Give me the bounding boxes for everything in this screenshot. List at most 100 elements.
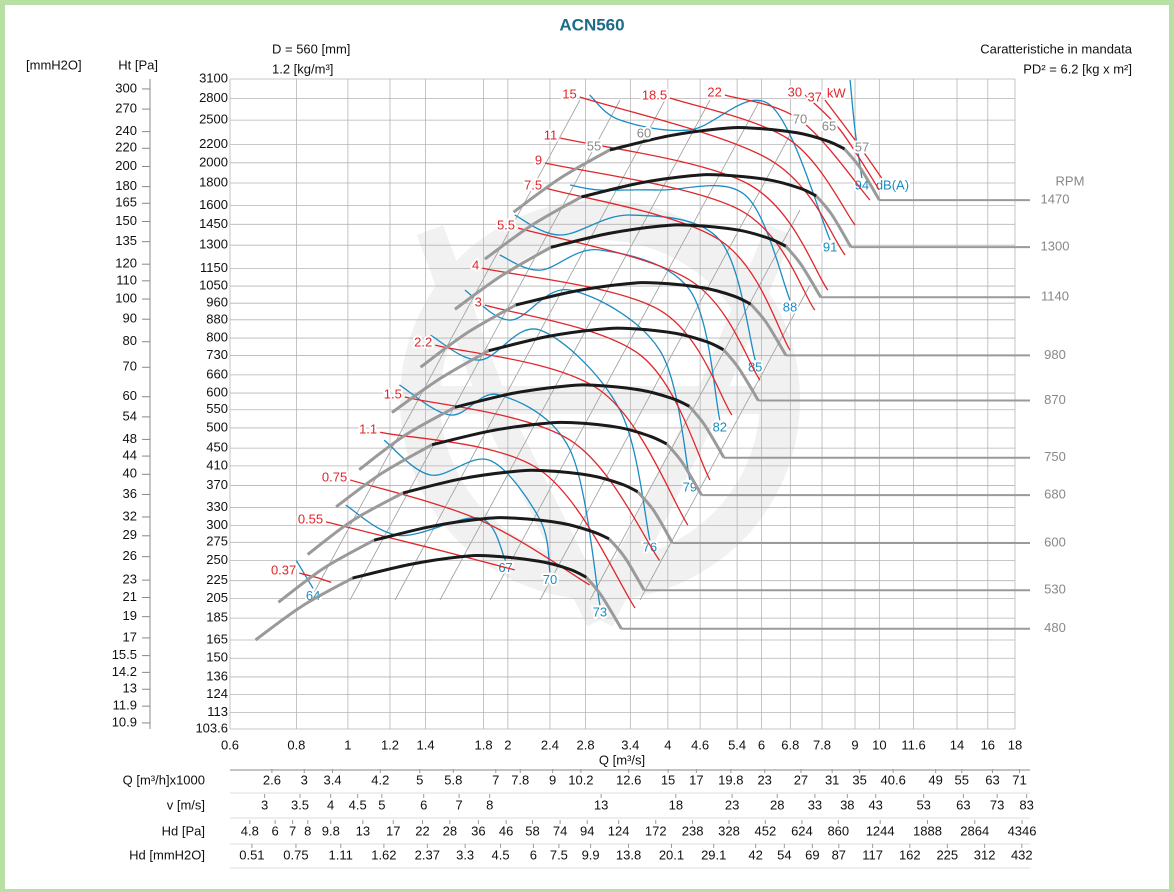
x-tick-label: 4.6 xyxy=(691,737,709,752)
noise-label: 82 xyxy=(713,420,727,435)
y2-tick-label: 54 xyxy=(123,408,137,423)
scale-tick-label: 3.3 xyxy=(456,847,474,862)
efficiency-label: 60 xyxy=(637,125,651,140)
power-label: 9 xyxy=(535,152,542,167)
x-tick-label: 0.8 xyxy=(287,737,305,752)
power-curve xyxy=(517,227,761,381)
rpm-label: 870 xyxy=(1044,392,1066,407)
y2-tick-label: 36 xyxy=(123,486,137,501)
y-tick-label: 550 xyxy=(206,401,228,416)
y-tick-label: 165 xyxy=(206,631,228,646)
scale-tick-label: 23 xyxy=(757,772,771,787)
scale-tick-label: 124 xyxy=(608,823,630,838)
scale-tick-label: 6 xyxy=(420,797,427,812)
power-curve xyxy=(544,162,816,311)
scale-tick-label: 54 xyxy=(777,847,791,862)
scale-tick-label: 40.6 xyxy=(881,772,906,787)
scale-tick-label: 15 xyxy=(661,772,675,787)
scale-tick-label: 94 xyxy=(580,823,594,838)
y2-tick-label: 240 xyxy=(115,123,137,138)
y2-tick-label: 200 xyxy=(115,158,137,173)
rpm-label: 600 xyxy=(1044,534,1066,549)
noise-curve xyxy=(514,214,756,361)
x-tick-label: 16 xyxy=(981,737,995,752)
noise-unit: dB(A) xyxy=(876,177,909,192)
noise-label: 70 xyxy=(543,572,557,587)
x-tick-label: 6.8 xyxy=(781,737,799,752)
power-curve xyxy=(482,267,733,416)
rpm-curve-lead xyxy=(391,349,490,414)
scale-tick-label: 33 xyxy=(808,797,822,812)
y-tick-label: 410 xyxy=(206,457,228,472)
y2-tick-label: 270 xyxy=(115,101,137,116)
subtitle: 1.2 [kg/m³] xyxy=(272,61,333,76)
scale-tick-label: 71 xyxy=(1012,772,1026,787)
scale-tick-label: 9 xyxy=(549,772,556,787)
y2-tick-label: 180 xyxy=(115,178,137,193)
y2-tick-label: 13 xyxy=(123,681,137,696)
x-tick-label: 5.4 xyxy=(728,737,746,752)
scale-tick-label: 1.62 xyxy=(371,847,396,862)
rpm-curve-tail xyxy=(843,148,881,201)
x-tick-label: 11.6 xyxy=(901,737,925,752)
rpm-curve-tail xyxy=(636,490,674,544)
noise-curve xyxy=(345,504,507,561)
scale-tick-label: 0.75 xyxy=(283,847,308,862)
power-label: 18.5 xyxy=(642,87,667,102)
rpm-curve xyxy=(402,468,639,495)
y-tick-label: 800 xyxy=(206,329,228,344)
y-tick-label: 1600 xyxy=(199,197,228,212)
x-tick-label: 2 xyxy=(504,737,511,752)
y-tick-label: 330 xyxy=(206,499,228,514)
noise-curve xyxy=(570,184,791,301)
scale-label: v [m/s] xyxy=(167,797,205,812)
scale-tick-label: 38 xyxy=(840,797,854,812)
x-tick-label: 9 xyxy=(851,737,858,752)
scale-tick-label: 10.2 xyxy=(568,772,593,787)
x-tick-label: 4 xyxy=(664,737,671,752)
y2-tick-label: 14.2 xyxy=(112,664,137,679)
scale-tick-label: 73 xyxy=(990,797,1004,812)
y2-tick-label: 15.5 xyxy=(112,647,137,662)
scale-label: Hd [Pa] xyxy=(162,823,205,838)
power-curve xyxy=(299,572,332,583)
scale-tick-label: 7 xyxy=(455,797,462,812)
scale-tick-label: 4.2 xyxy=(371,772,389,787)
x-axis-label: Q [m³/s] xyxy=(599,752,645,767)
scale-tick-label: 17 xyxy=(689,772,703,787)
scale-tick-label: 4 xyxy=(327,797,334,812)
scale-tick-label: 35 xyxy=(852,772,866,787)
scale-tick-label: 13 xyxy=(356,823,370,838)
y-tick-label: 3100 xyxy=(199,70,228,85)
rpm-curve xyxy=(352,554,588,580)
rpm-label: 530 xyxy=(1044,582,1066,597)
scale-tick-label: 19.8 xyxy=(718,772,743,787)
power-label: 1.5 xyxy=(384,386,402,401)
scale-tick-label: 9.9 xyxy=(582,847,600,862)
y2-tick-label: 11.9 xyxy=(113,698,137,713)
y-tick-label: 880 xyxy=(206,311,228,326)
rpm-curve xyxy=(515,281,752,307)
rpm-curve-tail xyxy=(749,303,788,357)
scale-tick-label: 6 xyxy=(530,847,537,862)
scale-tick-label: 4.5 xyxy=(492,847,510,862)
power-label: 30 xyxy=(788,84,802,99)
y-tick-label: 103.6 xyxy=(195,720,228,735)
rpm-curve-tail xyxy=(607,537,646,592)
scale-tick-label: 2.6 xyxy=(263,772,281,787)
scale-tick-label: 5 xyxy=(378,797,385,812)
y-axis-label: Ht [Pa] xyxy=(118,57,158,72)
power-curve xyxy=(325,521,515,571)
scale-tick-label: 4.5 xyxy=(349,797,367,812)
rpm-curve-tail xyxy=(815,194,853,248)
power-label: 15 xyxy=(562,86,576,101)
y-tick-label: 960 xyxy=(206,295,228,310)
rpm-curve xyxy=(550,223,787,249)
y2-tick-label: 110 xyxy=(116,272,137,287)
scale-tick-label: 69 xyxy=(805,847,819,862)
scale-tick-label: 27 xyxy=(794,772,808,787)
scale-tick-label: 432 xyxy=(1011,847,1033,862)
scale-tick-label: 23 xyxy=(725,797,739,812)
rpm-label: 1470 xyxy=(1041,192,1070,207)
